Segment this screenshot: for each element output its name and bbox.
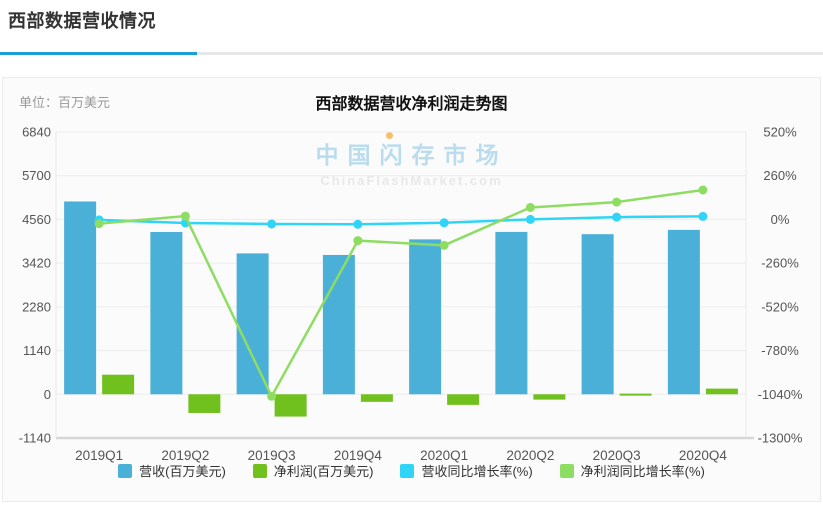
revenue-growth-point — [698, 211, 708, 221]
chart-legend: 营收(百万美元) 净利润(百万美元) 营收同比增长率(%) 净利润同比增长率(%) — [3, 461, 820, 480]
net-profit-bar — [619, 393, 652, 396]
left-axis-tick: 0 — [44, 387, 51, 402]
net-profit-growth-point — [612, 197, 622, 207]
net-profit-growth-point — [525, 202, 535, 212]
net-profit-growth-point — [698, 185, 708, 195]
net-profit-growth-point — [267, 391, 277, 401]
revenue-bar — [64, 201, 97, 395]
x-axis-label: 2019Q1 — [75, 448, 123, 463]
legend-item-0[interactable]: 营收(百万美元) — [118, 461, 226, 480]
unit-label: 单位：百万美元 — [19, 95, 111, 110]
legend-label: 净利润(百万美元) — [273, 464, 374, 479]
left-axis-tick: 6840 — [22, 125, 51, 140]
trend-chart-plot: 6840 520% 5700 260% 4560 0% 3420 -260% 2280 -520%… — [19, 125, 803, 464]
left-axis-tick: 4560 — [22, 212, 51, 227]
net-profit-bar — [102, 374, 135, 395]
net-profit-growth-point — [180, 211, 190, 221]
net-profit-growth-line — [99, 188, 704, 398]
net-profit-bar — [360, 394, 393, 402]
right-axis-tick: 0% — [771, 212, 790, 227]
header-divider — [0, 52, 823, 55]
x-axis-label: 2020Q2 — [506, 448, 554, 463]
revenue-bar — [667, 229, 700, 395]
legend-label: 净利润同比增长率(%) — [580, 464, 705, 479]
right-axis-tick: -1040% — [758, 387, 803, 402]
x-axis-label: 2019Q3 — [248, 448, 296, 463]
header-divider-accent — [0, 52, 197, 55]
left-axis-tick: -1140 — [19, 431, 51, 446]
legend-swatch — [118, 463, 133, 478]
net-profit-bar — [533, 394, 566, 400]
legend-label: 营收(百万美元) — [139, 464, 226, 479]
revenue-growth-point — [439, 218, 449, 228]
net-profit-bar — [447, 394, 480, 405]
net-profit-growth-point — [439, 240, 449, 250]
right-axis-tick: -780% — [761, 343, 799, 358]
revenue-bar — [236, 253, 269, 395]
net-profit-bar — [188, 394, 221, 413]
revenue-growth-line — [99, 215, 703, 226]
legend-item-3[interactable]: 净利润同比增长率(%) — [559, 461, 705, 480]
net-profit-bar — [705, 388, 738, 395]
right-axis-tick: 520% — [763, 125, 797, 140]
revenue-bar — [150, 231, 183, 395]
legend-swatch — [559, 463, 574, 478]
left-axis-tick: 2280 — [22, 299, 51, 314]
revenue-growth-point — [525, 214, 535, 224]
x-axis-label: 2019Q4 — [334, 448, 383, 463]
net-profit-growth-point — [353, 236, 363, 246]
revenue-bar — [322, 254, 355, 395]
left-axis-tick: 1140 — [23, 343, 51, 358]
legend-label: 营收同比增长率(%) — [421, 464, 533, 479]
right-axis-tick: -1300% — [758, 431, 803, 446]
legend-item-1[interactable]: 净利润(百万美元) — [252, 461, 374, 480]
revenue-bar — [409, 239, 442, 395]
left-axis-tick: 3420 — [22, 256, 51, 271]
right-axis-tick: -520% — [761, 299, 799, 314]
chart-title: 西部数据营收净利润走势图 — [315, 96, 508, 113]
x-axis-label: 2020Q3 — [593, 448, 641, 463]
revenue-growth-point — [267, 219, 277, 229]
x-axis-label: 2020Q4 — [679, 448, 728, 463]
left-axis-tick: 5700 — [22, 168, 51, 183]
revenue-bar — [581, 234, 614, 395]
right-axis-tick: 260% — [763, 168, 797, 183]
revenue-growth-point — [612, 212, 622, 222]
x-axis-label: 2020Q1 — [420, 448, 468, 463]
net-profit-growth-point — [94, 219, 104, 229]
revenue-growth-point — [353, 219, 363, 229]
right-axis-tick: -260% — [761, 256, 799, 271]
legend-swatch — [252, 463, 267, 478]
revenue-bar — [495, 231, 528, 395]
legend-item-2[interactable]: 营收同比增长率(%) — [400, 461, 533, 480]
net-profit-bar — [274, 394, 307, 417]
page-title: 西部数据营收情况 — [8, 11, 156, 31]
legend-swatch — [400, 463, 415, 478]
chart-panel: 单位：百万美元 西部数据营收净利润走势图 中国闪存市场 ChinaFlashMa… — [2, 77, 821, 502]
x-axis-label: 2019Q2 — [161, 448, 209, 463]
